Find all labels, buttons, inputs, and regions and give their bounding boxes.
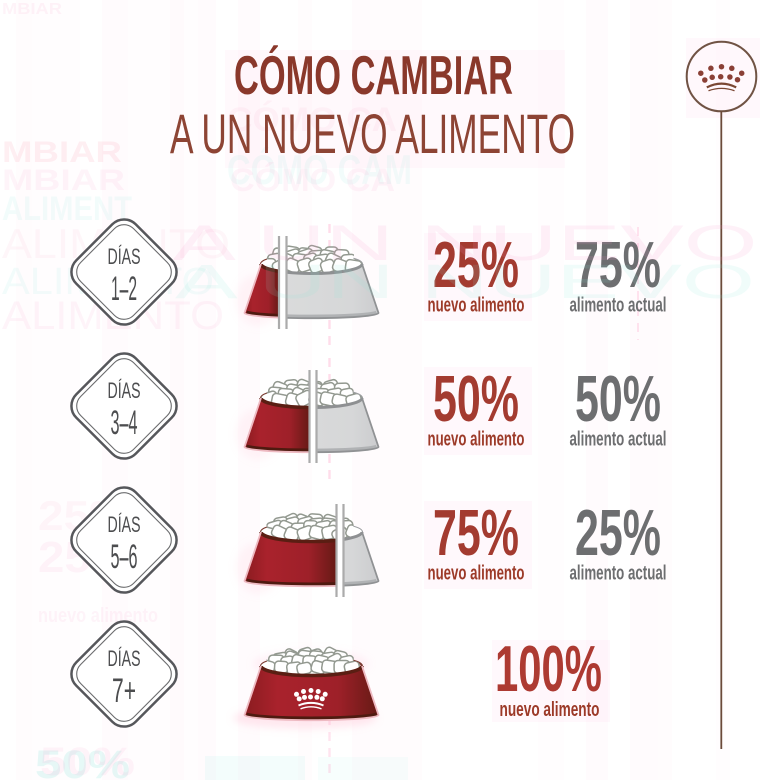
- svg-text:25%: 25%: [433, 229, 519, 301]
- svg-text:DÍAS: DÍAS: [108, 244, 141, 269]
- svg-text:50%: 50%: [575, 363, 661, 435]
- svg-text:alimento actual: alimento actual: [570, 563, 667, 585]
- svg-text:75%: 75%: [433, 497, 519, 569]
- svg-text:50%: 50%: [433, 363, 519, 435]
- svg-text:MBIAR: MBIAR: [2, 136, 122, 169]
- svg-text:nuevo alimento: nuevo alimento: [38, 605, 158, 627]
- svg-text:nuevo alimento: nuevo alimento: [428, 295, 525, 317]
- svg-text:nuevo alimento: nuevo alimento: [500, 699, 600, 721]
- svg-text:A UN NUEVO: A UN NUEVO: [173, 215, 758, 271]
- svg-text:5–6: 5–6: [111, 538, 138, 576]
- svg-text:1–2: 1–2: [111, 270, 137, 308]
- svg-text:nuevo alimento: nuevo alimento: [428, 563, 525, 585]
- svg-text:CÓMO CAMBIAR: CÓMO CAMBIAR: [234, 44, 513, 106]
- svg-text:alimento actual: alimento actual: [570, 295, 667, 317]
- svg-text:CÓMO CA: CÓMO CA: [227, 101, 397, 139]
- svg-text:A UN NUEVO ALIMENTO: A UN NUEVO ALIMENTO: [170, 102, 575, 165]
- svg-text:DÍAS: DÍAS: [108, 378, 141, 403]
- svg-text:CÓMO CA: CÓMO CA: [230, 162, 395, 198]
- svg-text:50%: 50%: [35, 743, 130, 780]
- svg-text:100%: 100%: [495, 633, 602, 705]
- svg-text:alimento actual: alimento actual: [570, 429, 667, 451]
- svg-text:ALIMENT: ALIMENT: [2, 190, 132, 228]
- svg-text:DÍAS: DÍAS: [108, 512, 141, 537]
- svg-text:75%: 75%: [575, 229, 661, 301]
- svg-text:3–4: 3–4: [111, 404, 138, 442]
- svg-text:25%: 25%: [575, 497, 661, 569]
- svg-text:DÍAS: DÍAS: [108, 646, 141, 671]
- svg-text:7+: 7+: [112, 672, 136, 710]
- svg-text:nuevo alimento: nuevo alimento: [428, 429, 525, 451]
- svg-text:MBIAR: MBIAR: [2, 1, 63, 18]
- svg-text:MBIAR: MBIAR: [2, 164, 125, 197]
- svg-text:50%: 50%: [40, 740, 135, 780]
- svg-text:A UN NUEVO: A UN NUEVO: [175, 256, 755, 309]
- svg-text:CÓMO CAM: CÓMO CAM: [227, 145, 412, 193]
